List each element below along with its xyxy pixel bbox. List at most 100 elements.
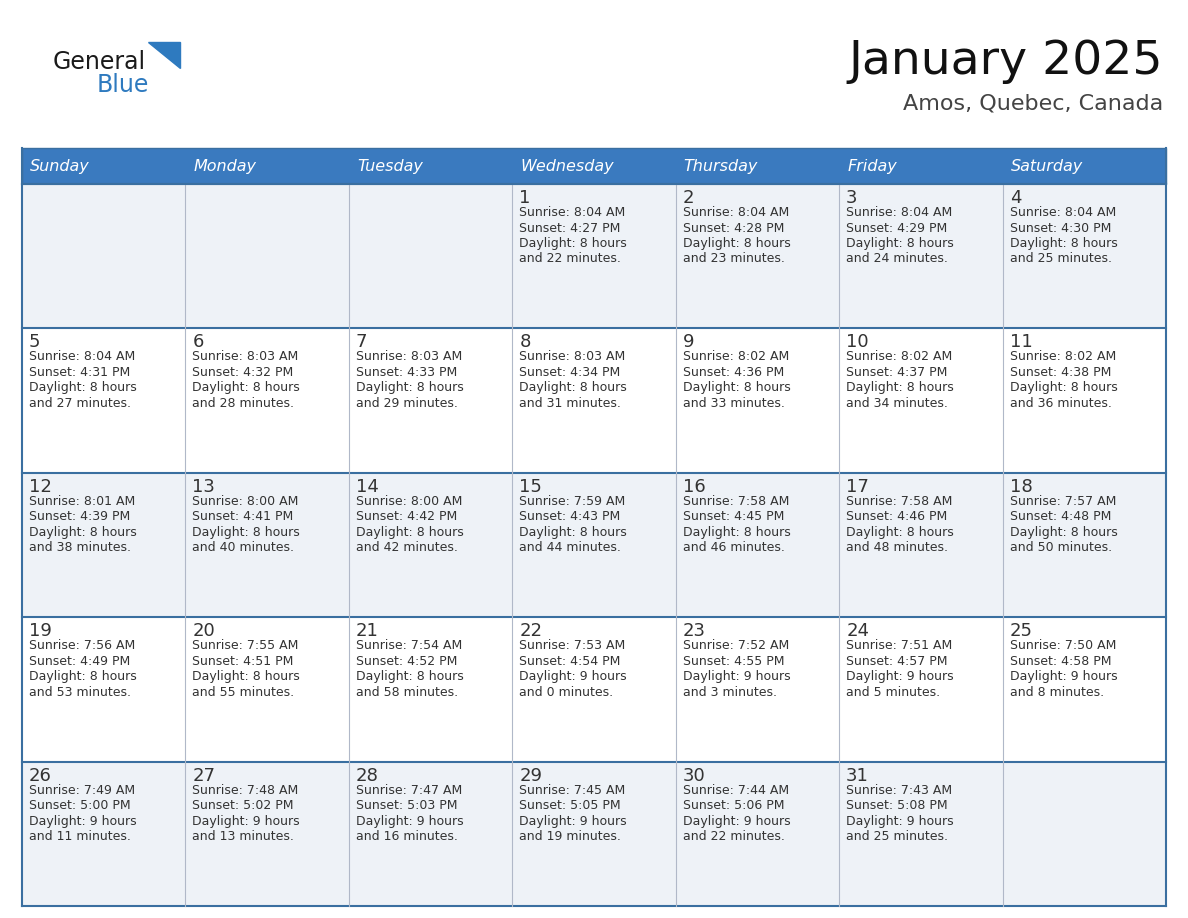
Text: 31: 31 — [846, 767, 868, 785]
Text: Sunrise: 8:04 AM: Sunrise: 8:04 AM — [29, 351, 135, 364]
Text: Sunrise: 8:04 AM: Sunrise: 8:04 AM — [1010, 206, 1116, 219]
Bar — [512, 148, 676, 184]
Text: and 0 minutes.: and 0 minutes. — [519, 686, 613, 699]
Text: 13: 13 — [192, 477, 215, 496]
Text: Amos, Quebec, Canada: Amos, Quebec, Canada — [903, 93, 1163, 113]
Text: Sunrise: 7:53 AM: Sunrise: 7:53 AM — [519, 639, 626, 652]
Text: Sunset: 4:33 PM: Sunset: 4:33 PM — [356, 366, 457, 379]
Bar — [676, 148, 839, 184]
Text: 4: 4 — [1010, 189, 1020, 207]
Text: Sunset: 5:06 PM: Sunset: 5:06 PM — [683, 799, 784, 812]
Text: Sunset: 4:49 PM: Sunset: 4:49 PM — [29, 655, 131, 667]
Text: Daylight: 8 hours: Daylight: 8 hours — [1010, 526, 1118, 539]
Text: Sunset: 4:37 PM: Sunset: 4:37 PM — [846, 366, 948, 379]
Text: 23: 23 — [683, 622, 706, 640]
Text: and 16 minutes.: and 16 minutes. — [356, 830, 457, 843]
Text: Sunset: 4:52 PM: Sunset: 4:52 PM — [356, 655, 457, 667]
Bar — [23, 617, 1165, 762]
Text: Sunrise: 7:51 AM: Sunrise: 7:51 AM — [846, 639, 953, 652]
Text: Saturday: Saturday — [1011, 159, 1082, 174]
Text: Daylight: 8 hours: Daylight: 8 hours — [683, 237, 790, 250]
Text: and 22 minutes.: and 22 minutes. — [519, 252, 621, 265]
Text: 16: 16 — [683, 477, 706, 496]
Text: Sunset: 4:57 PM: Sunset: 4:57 PM — [846, 655, 948, 667]
Text: Sunrise: 7:50 AM: Sunrise: 7:50 AM — [1010, 639, 1116, 652]
Text: Daylight: 8 hours: Daylight: 8 hours — [846, 381, 954, 395]
Bar — [23, 184, 1165, 329]
Text: Sunset: 4:32 PM: Sunset: 4:32 PM — [192, 366, 293, 379]
Text: Daylight: 9 hours: Daylight: 9 hours — [846, 814, 954, 828]
Text: Daylight: 8 hours: Daylight: 8 hours — [192, 526, 301, 539]
Text: and 36 minutes.: and 36 minutes. — [1010, 397, 1112, 410]
Text: 30: 30 — [683, 767, 706, 785]
Text: Daylight: 8 hours: Daylight: 8 hours — [683, 381, 790, 395]
Text: Sunset: 4:43 PM: Sunset: 4:43 PM — [519, 510, 620, 523]
Text: and 25 minutes.: and 25 minutes. — [1010, 252, 1112, 265]
Text: 3: 3 — [846, 189, 858, 207]
Text: Sunrise: 8:00 AM: Sunrise: 8:00 AM — [192, 495, 299, 508]
Text: Sunset: 4:54 PM: Sunset: 4:54 PM — [519, 655, 620, 667]
Text: Sunrise: 7:43 AM: Sunrise: 7:43 AM — [846, 784, 953, 797]
Text: Sunrise: 8:03 AM: Sunrise: 8:03 AM — [519, 351, 626, 364]
Text: and 8 minutes.: and 8 minutes. — [1010, 686, 1104, 699]
Text: and 50 minutes.: and 50 minutes. — [1010, 542, 1112, 554]
Text: and 34 minutes.: and 34 minutes. — [846, 397, 948, 410]
Text: Sunset: 4:30 PM: Sunset: 4:30 PM — [1010, 221, 1111, 234]
Text: Daylight: 9 hours: Daylight: 9 hours — [519, 670, 627, 683]
Text: Blue: Blue — [97, 73, 150, 97]
Text: and 25 minutes.: and 25 minutes. — [846, 830, 948, 843]
Text: Daylight: 9 hours: Daylight: 9 hours — [683, 670, 790, 683]
Text: Sunrise: 7:44 AM: Sunrise: 7:44 AM — [683, 784, 789, 797]
Text: and 53 minutes.: and 53 minutes. — [29, 686, 131, 699]
Text: and 24 minutes.: and 24 minutes. — [846, 252, 948, 265]
Text: Sunset: 4:48 PM: Sunset: 4:48 PM — [1010, 510, 1111, 523]
Text: Daylight: 8 hours: Daylight: 8 hours — [192, 381, 301, 395]
Text: 12: 12 — [29, 477, 52, 496]
Text: Daylight: 9 hours: Daylight: 9 hours — [192, 814, 301, 828]
Text: 27: 27 — [192, 767, 215, 785]
Text: Daylight: 8 hours: Daylight: 8 hours — [29, 526, 137, 539]
Polygon shape — [148, 42, 181, 68]
Text: Daylight: 8 hours: Daylight: 8 hours — [519, 381, 627, 395]
Text: Daylight: 8 hours: Daylight: 8 hours — [356, 670, 463, 683]
Text: Sunrise: 7:57 AM: Sunrise: 7:57 AM — [1010, 495, 1116, 508]
Text: and 22 minutes.: and 22 minutes. — [683, 830, 784, 843]
Text: Daylight: 9 hours: Daylight: 9 hours — [846, 670, 954, 683]
Text: Daylight: 8 hours: Daylight: 8 hours — [519, 526, 627, 539]
Text: Tuesday: Tuesday — [356, 159, 423, 174]
Text: Thursday: Thursday — [684, 159, 758, 174]
Text: and 55 minutes.: and 55 minutes. — [192, 686, 295, 699]
Text: and 19 minutes.: and 19 minutes. — [519, 830, 621, 843]
Text: and 40 minutes.: and 40 minutes. — [192, 542, 295, 554]
Text: Sunset: 4:45 PM: Sunset: 4:45 PM — [683, 510, 784, 523]
Text: Sunrise: 7:55 AM: Sunrise: 7:55 AM — [192, 639, 299, 652]
Bar — [23, 148, 185, 184]
Text: and 46 minutes.: and 46 minutes. — [683, 542, 784, 554]
Text: General: General — [53, 50, 146, 74]
Text: Sunset: 4:46 PM: Sunset: 4:46 PM — [846, 510, 947, 523]
Text: Daylight: 8 hours: Daylight: 8 hours — [683, 526, 790, 539]
Text: Sunset: 4:38 PM: Sunset: 4:38 PM — [1010, 366, 1111, 379]
Text: Sunrise: 7:58 AM: Sunrise: 7:58 AM — [846, 495, 953, 508]
Text: and 23 minutes.: and 23 minutes. — [683, 252, 784, 265]
Text: 1: 1 — [519, 189, 531, 207]
Text: 20: 20 — [192, 622, 215, 640]
Text: January 2025: January 2025 — [848, 39, 1163, 84]
Text: Sunrise: 8:02 AM: Sunrise: 8:02 AM — [1010, 351, 1116, 364]
Text: 7: 7 — [356, 333, 367, 352]
Text: 5: 5 — [29, 333, 40, 352]
Text: 25: 25 — [1010, 622, 1032, 640]
Text: Sunrise: 7:49 AM: Sunrise: 7:49 AM — [29, 784, 135, 797]
Text: Sunset: 4:29 PM: Sunset: 4:29 PM — [846, 221, 947, 234]
Text: Sunrise: 7:52 AM: Sunrise: 7:52 AM — [683, 639, 789, 652]
Text: Daylight: 8 hours: Daylight: 8 hours — [1010, 381, 1118, 395]
Text: 29: 29 — [519, 767, 542, 785]
Text: Sunrise: 7:47 AM: Sunrise: 7:47 AM — [356, 784, 462, 797]
Bar — [23, 329, 1165, 473]
Text: Sunrise: 8:00 AM: Sunrise: 8:00 AM — [356, 495, 462, 508]
Text: Sunset: 4:55 PM: Sunset: 4:55 PM — [683, 655, 784, 667]
Bar — [185, 148, 349, 184]
Text: 10: 10 — [846, 333, 868, 352]
Text: Sunrise: 8:04 AM: Sunrise: 8:04 AM — [846, 206, 953, 219]
Text: Sunrise: 7:59 AM: Sunrise: 7:59 AM — [519, 495, 626, 508]
